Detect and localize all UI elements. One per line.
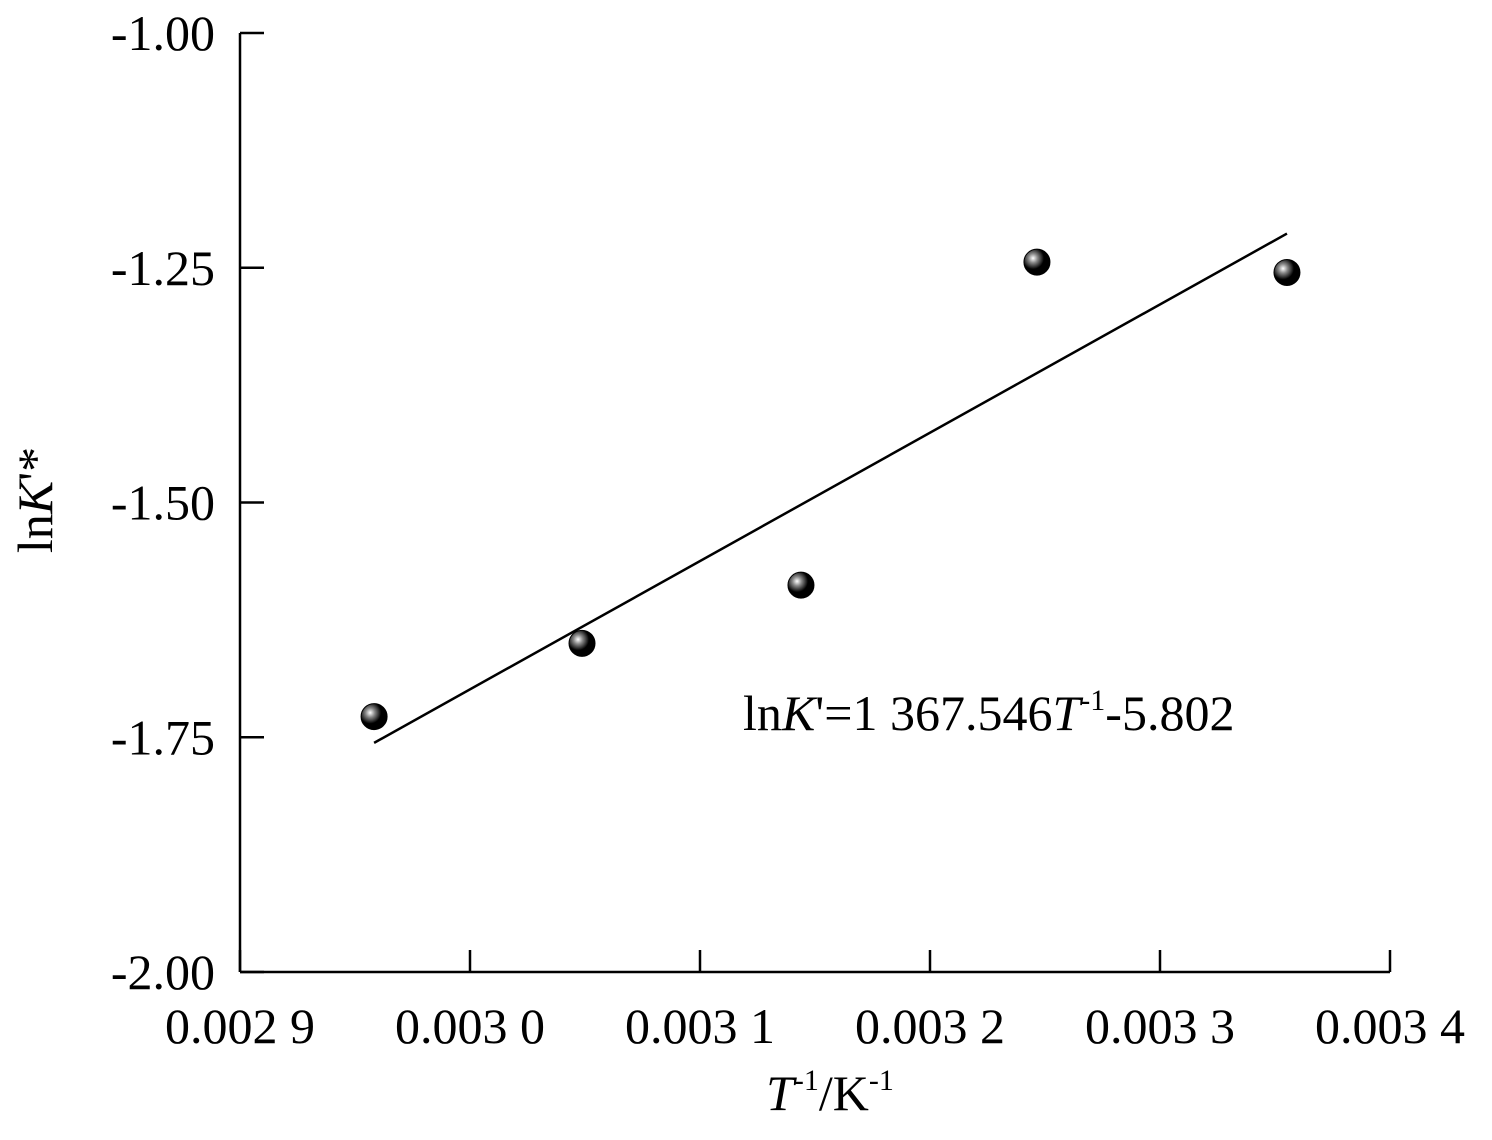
y-axis-title: lnK'* (7, 447, 63, 553)
x-tick-label: 0.003 3 (1085, 998, 1235, 1054)
x-tick-label: 0.003 4 (1315, 998, 1465, 1054)
annotation-part: -1 (1080, 684, 1105, 717)
fit-line (373, 232, 1288, 744)
y-tick-label: -1.50 (111, 475, 215, 531)
x-axis-title-part: /K (819, 1065, 869, 1121)
x-axis-title-part: -1 (794, 1064, 819, 1097)
y-tick-label: -1.75 (111, 709, 215, 765)
x-tick-label: 0.002 9 (165, 998, 315, 1054)
y-axis-title-part: ln (7, 514, 63, 553)
annotation-part: '=1 367.546 (815, 685, 1052, 741)
y-tick-label: -1.00 (111, 5, 215, 61)
x-axis-title-part: -1 (869, 1064, 894, 1097)
annotation-part: K (781, 685, 818, 741)
annotation-part: ln (743, 685, 782, 741)
point (1273, 258, 1301, 286)
annotation-part: T (1052, 685, 1083, 741)
x-axis-title: T-1/K-1 (766, 1064, 894, 1121)
y-tick-label: -2.00 (111, 944, 215, 1000)
y-axis-title-part: '* (7, 447, 63, 481)
y-tick-label: -1.25 (111, 240, 215, 296)
point (568, 629, 596, 657)
x-tick-label: 0.003 2 (855, 998, 1005, 1054)
x-axis-title-part: T (766, 1065, 797, 1121)
annotation-part: -5.802 (1105, 685, 1234, 741)
point (1023, 248, 1051, 276)
y-axis-title-part: K (7, 478, 63, 515)
x-tick-label: 0.003 0 (395, 998, 545, 1054)
annotation: lnK'=1 367.546T-1-5.802 (743, 684, 1234, 741)
x-tick-label: 0.003 1 (625, 998, 775, 1054)
point (787, 571, 815, 599)
point (360, 703, 388, 731)
